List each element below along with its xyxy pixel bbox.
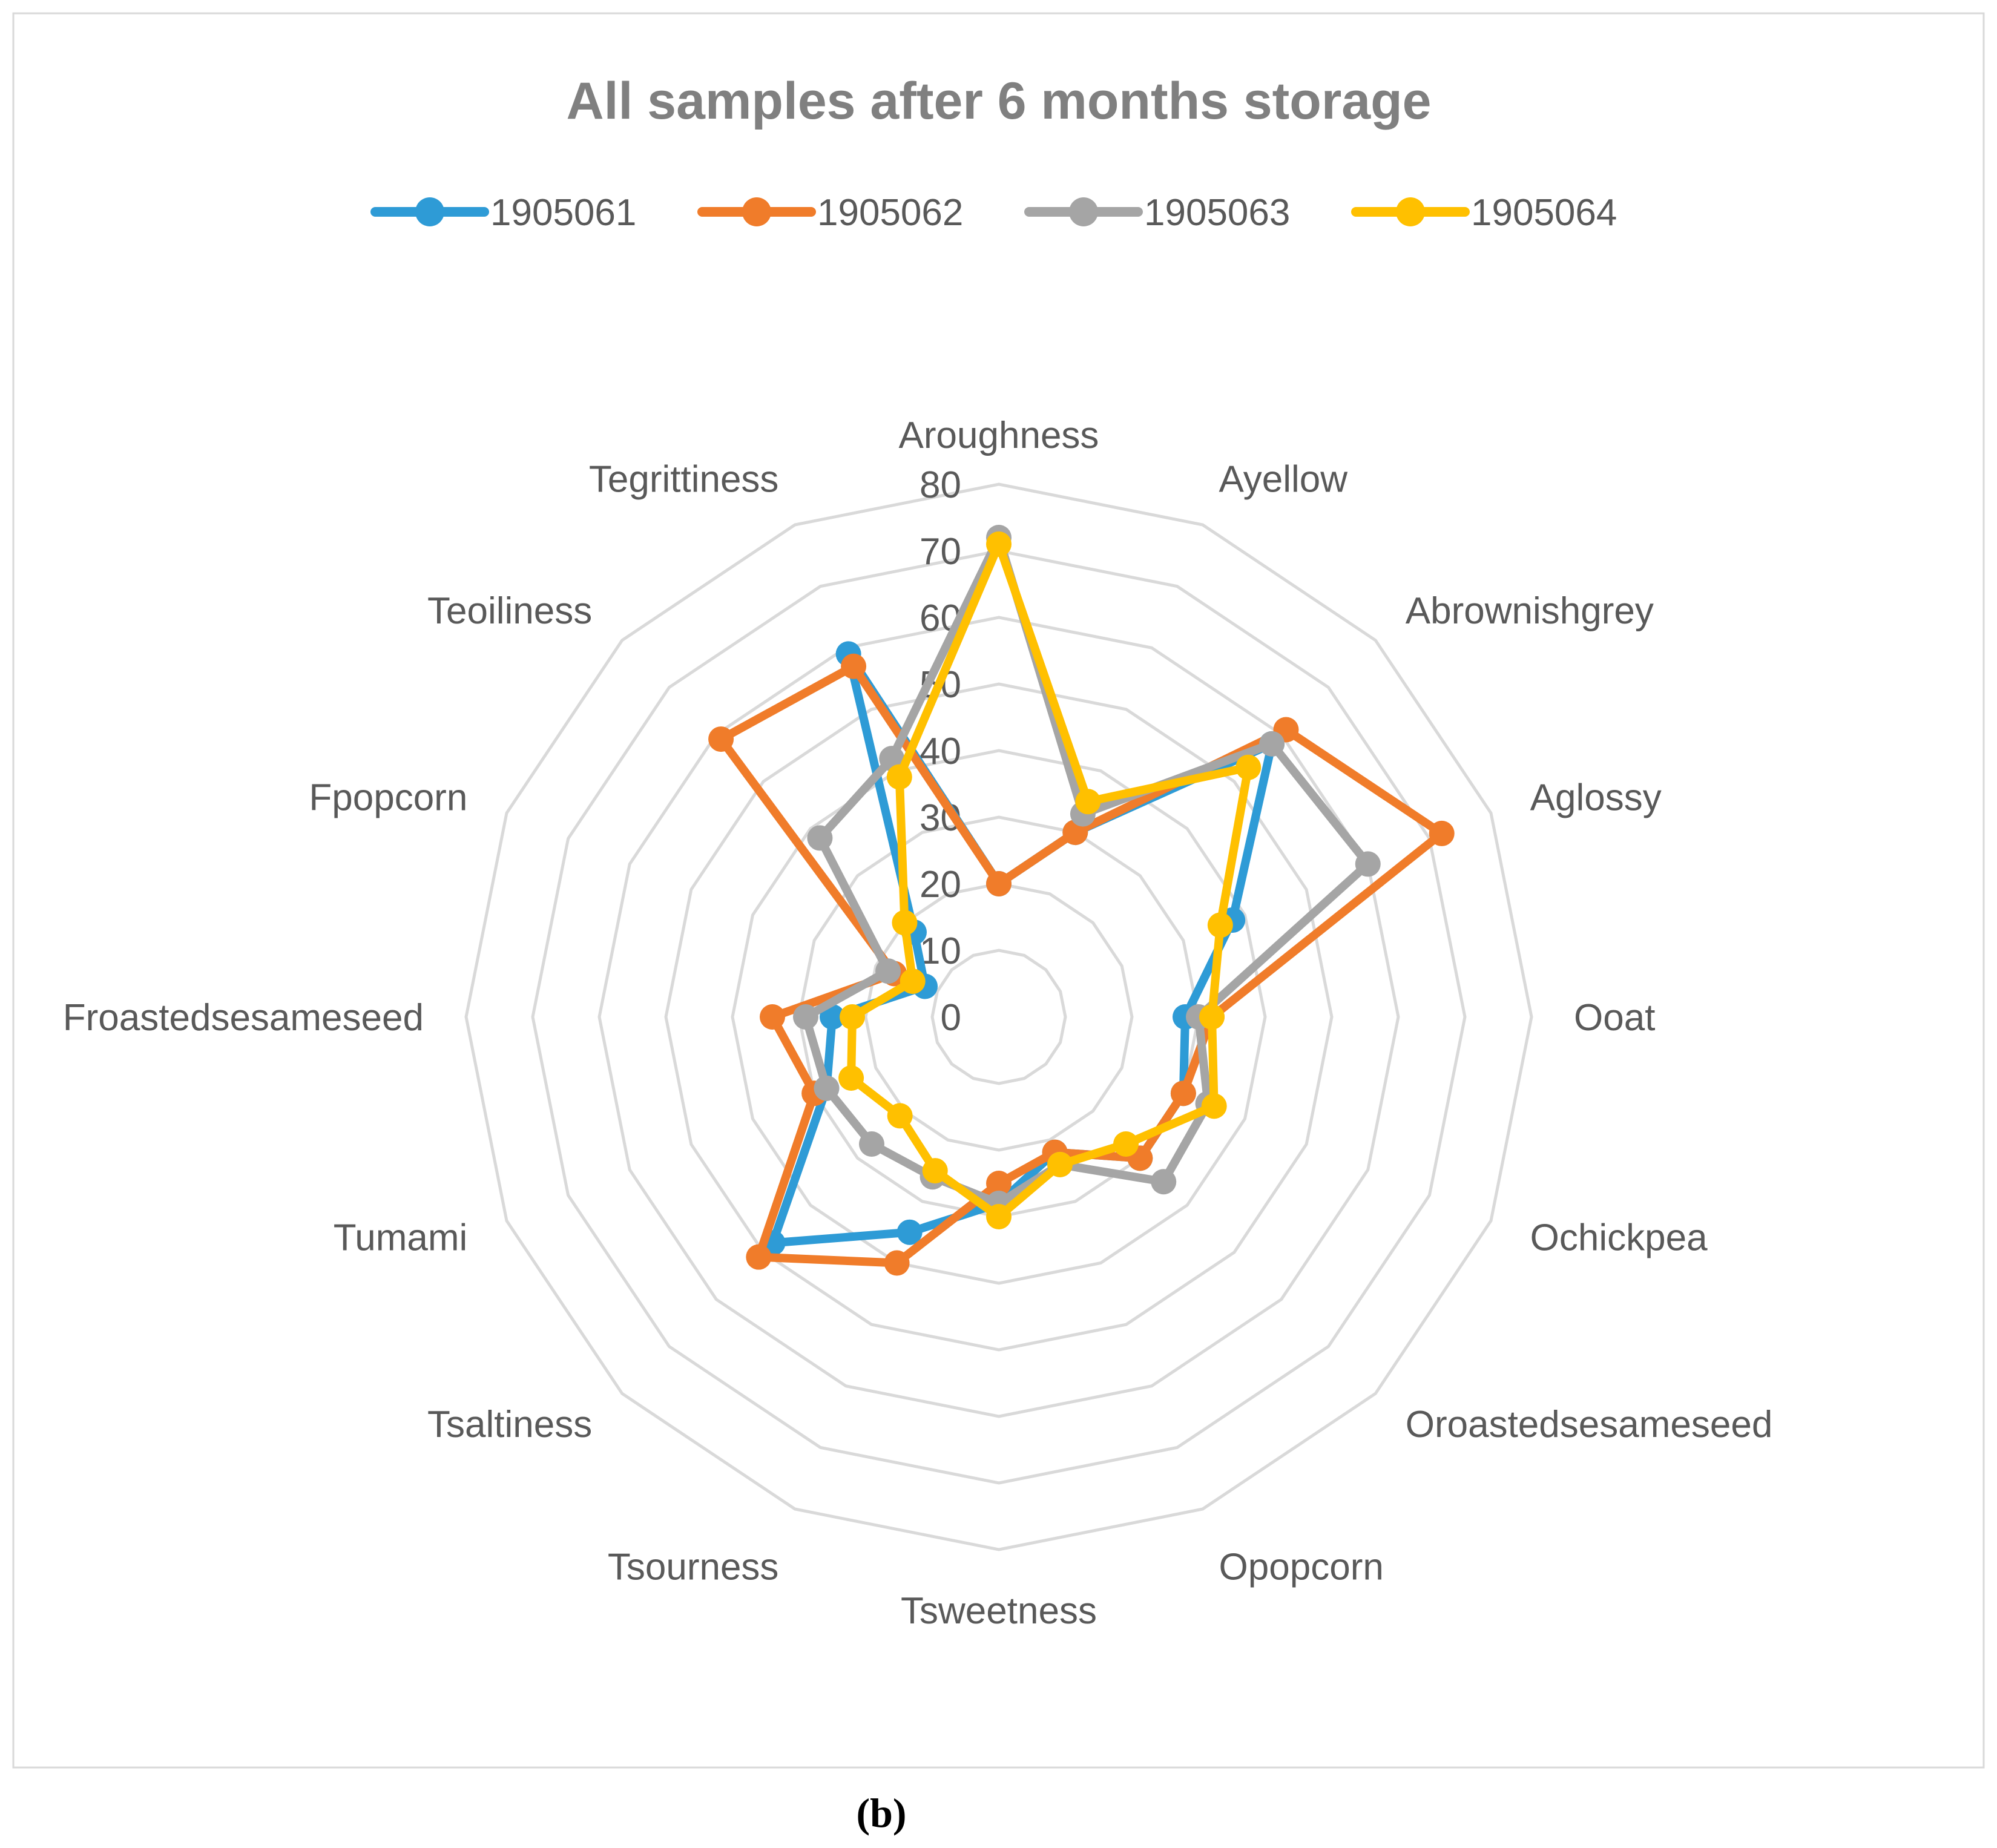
data-point bbox=[1235, 754, 1262, 780]
data-point bbox=[793, 1004, 818, 1030]
category-label: Abrownishgrey bbox=[1406, 590, 1654, 632]
data-point bbox=[897, 1219, 923, 1245]
data-point bbox=[886, 764, 912, 790]
tick-label: 40 bbox=[920, 731, 961, 772]
chart-title: All samples after 6 months storage bbox=[567, 72, 1432, 130]
category-label: Aroughness bbox=[899, 415, 1099, 456]
legend-item: 1905064 bbox=[1351, 192, 1617, 234]
category-label: Froastedsesameseed bbox=[63, 997, 424, 1039]
data-point bbox=[1170, 1080, 1196, 1106]
data-point bbox=[875, 958, 901, 984]
tick-label: 80 bbox=[920, 464, 961, 506]
data-point bbox=[887, 1103, 913, 1129]
data-point bbox=[1207, 912, 1233, 938]
data-point bbox=[838, 1065, 864, 1091]
legend-marker bbox=[1396, 197, 1425, 226]
grid-ring bbox=[464, 482, 1533, 1551]
data-point bbox=[858, 1131, 884, 1157]
data-point bbox=[986, 1171, 1012, 1196]
category-label: Ochickpea bbox=[1530, 1217, 1708, 1259]
category-label: Tsaltiness bbox=[427, 1404, 592, 1445]
data-point bbox=[892, 910, 918, 936]
series-1905064 bbox=[838, 531, 1262, 1229]
data-point bbox=[1259, 731, 1285, 757]
legend-label: 1905064 bbox=[1471, 192, 1617, 234]
category-label: Aglossy bbox=[1530, 777, 1662, 818]
data-point bbox=[1047, 1151, 1073, 1177]
legend-marker bbox=[1069, 197, 1098, 226]
data-series bbox=[708, 525, 1455, 1276]
legend-item: 1905061 bbox=[370, 192, 636, 234]
tick-label: 70 bbox=[920, 531, 961, 573]
category-label: Tumami bbox=[334, 1217, 468, 1259]
tick-label: 0 bbox=[941, 997, 961, 1039]
category-labels: Aroughness Ayellow Abrownishgrey Aglossy Ooa… bbox=[63, 415, 1773, 1632]
category-label: Teoiliness bbox=[427, 590, 592, 632]
data-point bbox=[820, 1004, 845, 1030]
legend-item: 1905063 bbox=[1024, 192, 1290, 234]
data-point bbox=[884, 1250, 910, 1276]
grid-ring bbox=[930, 949, 1067, 1085]
category-label: Oroastedsesameseed bbox=[1406, 1404, 1773, 1445]
legend: 1905061 1905062 1905063 1905064 bbox=[370, 192, 1617, 234]
data-point bbox=[900, 968, 926, 995]
data-point bbox=[986, 1204, 1012, 1229]
category-label: Fpopcorn bbox=[309, 777, 467, 818]
legend-label: 1905061 bbox=[490, 192, 636, 234]
data-point bbox=[1355, 851, 1381, 877]
data-point bbox=[1075, 789, 1101, 815]
category-label: Tegrittiness bbox=[589, 458, 779, 500]
data-point bbox=[922, 1158, 948, 1184]
data-point bbox=[1201, 1093, 1227, 1119]
data-point bbox=[1151, 1169, 1177, 1195]
legend-item: 1905062 bbox=[697, 192, 963, 234]
grid-ring bbox=[664, 682, 1334, 1352]
data-point bbox=[986, 531, 1012, 557]
data-point bbox=[1429, 820, 1455, 846]
grid-ring bbox=[864, 882, 1134, 1152]
data-point bbox=[814, 1075, 840, 1101]
legend-marker bbox=[415, 197, 444, 226]
data-point bbox=[840, 1004, 865, 1030]
data-point bbox=[1113, 1131, 1139, 1157]
figure-caption: (b) bbox=[856, 1790, 906, 1836]
legend-label: 1905063 bbox=[1144, 192, 1290, 234]
category-label: Opopcorn bbox=[1219, 1547, 1384, 1588]
grid-ring bbox=[597, 616, 1400, 1418]
category-label: Tsweetness bbox=[901, 1590, 1097, 1632]
category-label: Ayellow bbox=[1219, 458, 1348, 500]
data-point bbox=[708, 726, 734, 752]
data-point bbox=[841, 653, 867, 679]
data-point bbox=[986, 871, 1012, 896]
legend-marker bbox=[742, 197, 771, 226]
grid-ring bbox=[531, 549, 1467, 1485]
data-point bbox=[746, 1244, 772, 1270]
category-label: Tsourness bbox=[608, 1547, 779, 1588]
data-point bbox=[807, 825, 833, 851]
data-point bbox=[760, 1004, 785, 1030]
legend-label: 1905062 bbox=[817, 192, 963, 234]
tick-label: 20 bbox=[920, 864, 961, 906]
category-label: Ooat bbox=[1574, 997, 1655, 1039]
tick-label: 10 bbox=[920, 930, 961, 972]
data-point bbox=[1199, 1004, 1225, 1030]
